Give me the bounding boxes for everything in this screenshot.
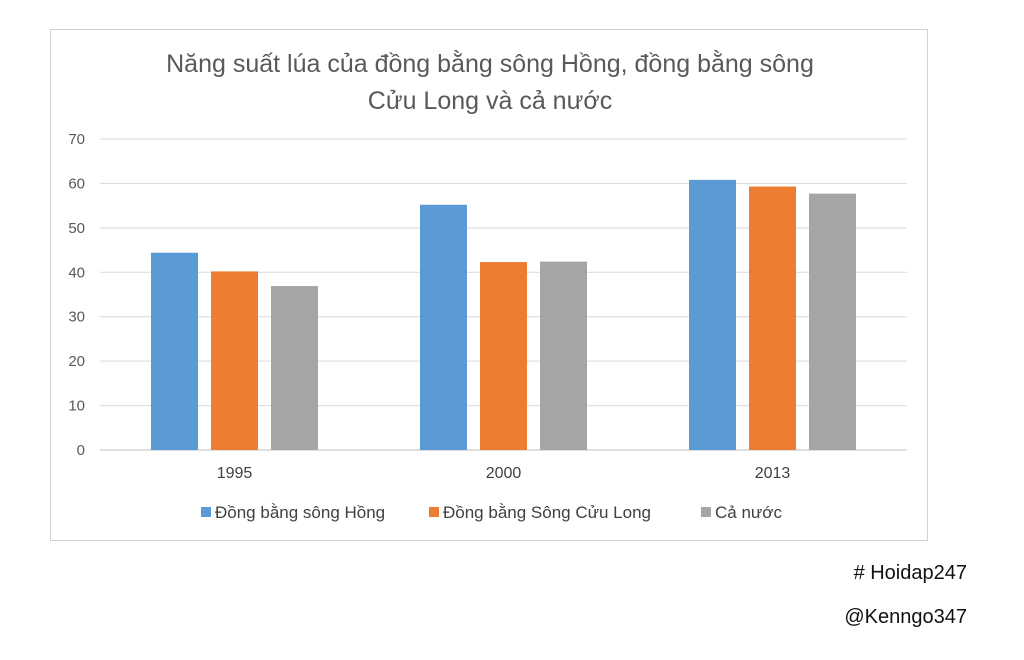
bar	[689, 179, 736, 451]
legend-swatch	[701, 507, 711, 517]
chart-title-line: Năng suất lúa của đồng bằng sông Hồng, đ…	[166, 49, 814, 78]
chart-area: Năng suất lúa của đồng bằng sông Hồng, đ…	[50, 29, 928, 541]
y-tick-label: 10	[68, 398, 85, 415]
bar	[540, 261, 587, 450]
chart-title: Năng suất lúa của đồng bằng sông Hồng, đ…	[166, 49, 814, 115]
bar	[211, 271, 258, 450]
bar	[480, 262, 527, 450]
bar	[420, 204, 467, 450]
bar-chart: Năng suất lúa của đồng bằng sông Hồng, đ…	[68, 49, 907, 522]
chart-title-line: Cửu Long và cả nước	[368, 87, 612, 115]
bar	[749, 186, 796, 450]
bar	[809, 193, 856, 450]
legend-label: Cả nước	[715, 503, 782, 522]
y-tick-label: 50	[68, 220, 85, 237]
y-tick-label: 40	[68, 264, 85, 281]
bar	[271, 286, 318, 450]
y-tick-label: 70	[68, 131, 85, 148]
y-tick-label: 60	[68, 175, 85, 192]
x-axis-categories: 1995 2000 2013	[217, 465, 791, 482]
legend-swatch	[429, 507, 439, 517]
bars	[151, 179, 856, 451]
x-category-label: 2013	[755, 465, 791, 482]
y-tick-label: 0	[77, 442, 85, 459]
legend-label: Đồng bằng Sông Cửu Long	[443, 503, 651, 522]
legend: Đồng bằng sông Hồng Đồng bằng Sông Cửu Lo…	[201, 503, 782, 522]
legend-swatch	[201, 507, 211, 517]
bar	[151, 252, 198, 450]
x-category-label: 1995	[217, 465, 253, 482]
watermark-author: @Kenngo347	[844, 606, 967, 628]
watermark-tag: # Hoidap247	[853, 562, 967, 584]
y-axis-ticks: 0 10 20 30 40 50 60 70	[68, 131, 85, 459]
legend-label: Đồng bằng sông Hồng	[215, 503, 385, 522]
y-tick-label: 20	[68, 353, 85, 370]
x-category-label: 2000	[486, 465, 522, 482]
y-tick-label: 30	[68, 309, 85, 326]
